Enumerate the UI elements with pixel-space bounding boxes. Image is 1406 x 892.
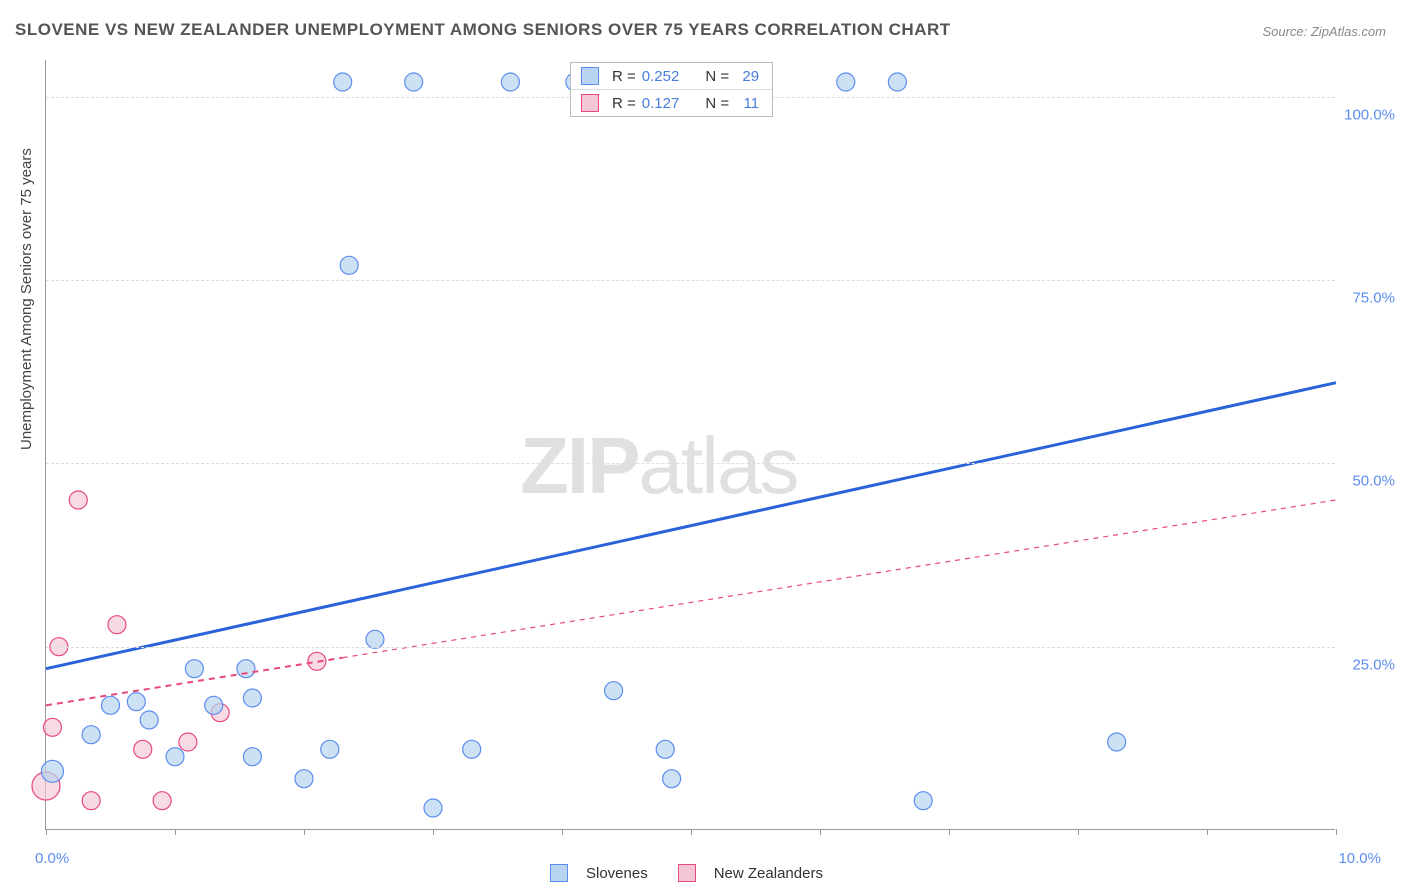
x-tick xyxy=(46,829,47,835)
data-point xyxy=(463,740,481,758)
data-point xyxy=(153,792,171,810)
legend-item-slovenes: Slovenes xyxy=(550,864,648,882)
r-value: 0.252 xyxy=(642,68,680,85)
data-point xyxy=(656,740,674,758)
y-tick-label: 25.0% xyxy=(1352,656,1395,673)
r-label: R = xyxy=(612,95,636,112)
x-tick xyxy=(1336,829,1337,835)
data-point xyxy=(424,799,442,817)
data-point xyxy=(663,770,681,788)
n-label: N = xyxy=(705,95,729,112)
data-point xyxy=(69,491,87,509)
r-label: R = xyxy=(612,68,636,85)
data-point xyxy=(340,256,358,274)
r-value: 0.127 xyxy=(642,95,680,112)
data-point xyxy=(82,792,100,810)
data-point xyxy=(295,770,313,788)
data-point xyxy=(501,73,519,91)
data-point xyxy=(334,73,352,91)
y-tick-label: 50.0% xyxy=(1352,473,1395,490)
legend-label-newzealanders: New Zealanders xyxy=(714,865,823,882)
data-point xyxy=(108,616,126,634)
data-point xyxy=(888,73,906,91)
data-point xyxy=(243,748,261,766)
stats-swatch xyxy=(581,94,599,112)
data-point xyxy=(127,693,145,711)
stats-row: R = 0.127 N = 11 xyxy=(571,90,772,116)
data-point xyxy=(140,711,158,729)
data-point xyxy=(1108,733,1126,751)
x-tick xyxy=(949,829,950,835)
x-tick xyxy=(175,829,176,835)
n-value: 29 xyxy=(735,68,759,85)
data-point xyxy=(102,696,120,714)
trend-line xyxy=(46,383,1336,669)
legend-item-newzealanders: New Zealanders xyxy=(678,864,823,882)
y-axis-label: Unemployment Among Seniors over 75 years xyxy=(18,148,35,450)
data-point xyxy=(134,740,152,758)
data-point xyxy=(405,73,423,91)
x-tick xyxy=(304,829,305,835)
x-tick-label-max: 10.0% xyxy=(1338,850,1381,867)
data-point xyxy=(179,733,197,751)
x-tick xyxy=(1207,829,1208,835)
data-point xyxy=(243,689,261,707)
n-label: N = xyxy=(705,68,729,85)
data-point xyxy=(205,696,223,714)
data-point xyxy=(914,792,932,810)
x-tick xyxy=(691,829,692,835)
data-point xyxy=(41,760,63,782)
data-point xyxy=(321,740,339,758)
gridline xyxy=(46,463,1335,464)
chart-svg xyxy=(46,60,1335,829)
x-tick xyxy=(1078,829,1079,835)
stats-legend-box: R = 0.252 N = 29 R = 0.127 N = 11 xyxy=(570,62,773,117)
source-attribution: Source: ZipAtlas.com xyxy=(1262,24,1386,39)
legend-label-slovenes: Slovenes xyxy=(586,865,648,882)
data-point xyxy=(185,660,203,678)
n-value: 11 xyxy=(735,95,759,112)
swatch-slovenes xyxy=(550,864,568,882)
y-tick-label: 75.0% xyxy=(1352,290,1395,307)
data-point xyxy=(837,73,855,91)
gridline xyxy=(46,647,1335,648)
stats-row: R = 0.252 N = 29 xyxy=(571,63,772,90)
gridline xyxy=(46,280,1335,281)
bottom-legend: Slovenes New Zealanders xyxy=(550,864,823,882)
trend-line-extrapolated xyxy=(343,500,1336,658)
data-point xyxy=(166,748,184,766)
swatch-newzealanders xyxy=(678,864,696,882)
data-point xyxy=(605,682,623,700)
plot-area: 25.0%50.0%75.0%100.0% xyxy=(45,60,1335,830)
data-point xyxy=(366,630,384,648)
data-point xyxy=(43,718,61,736)
data-point xyxy=(237,660,255,678)
stats-swatch xyxy=(581,67,599,85)
chart-title: SLOVENE VS NEW ZEALANDER UNEMPLOYMENT AM… xyxy=(15,20,951,40)
x-tick xyxy=(433,829,434,835)
data-point xyxy=(82,726,100,744)
x-tick xyxy=(562,829,563,835)
x-tick xyxy=(820,829,821,835)
y-tick-label: 100.0% xyxy=(1344,106,1395,123)
x-tick-label-min: 0.0% xyxy=(35,850,69,867)
